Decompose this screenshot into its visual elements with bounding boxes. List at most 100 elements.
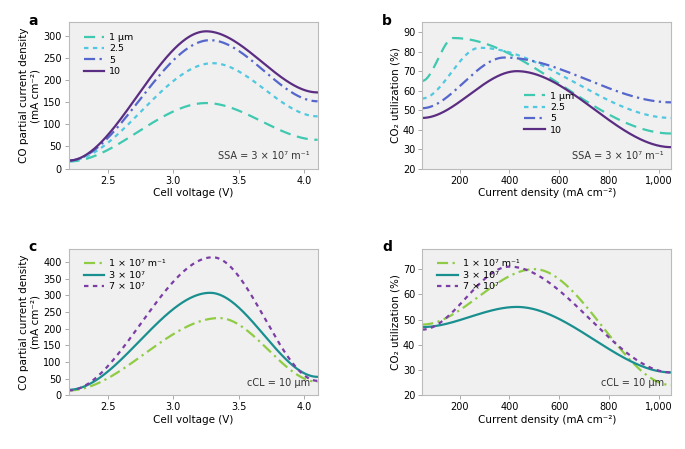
7 × 10⁷	[209, 255, 217, 260]
Line: 1 × 10⁷ m⁻¹: 1 × 10⁷ m⁻¹	[422, 269, 671, 385]
2.5	[629, 108, 637, 113]
1 μm	[267, 123, 275, 129]
2.5	[71, 157, 79, 163]
2.5	[421, 96, 429, 101]
1 μm	[419, 78, 427, 84]
1 μm	[465, 37, 473, 42]
2.5	[216, 62, 225, 67]
Y-axis label: CO₂ utilization (%): CO₂ utilization (%)	[390, 274, 400, 370]
7 × 10⁷	[422, 326, 430, 332]
3 × 10⁷	[423, 324, 431, 330]
3 × 10⁷	[418, 324, 426, 330]
7 × 10⁷	[600, 330, 608, 335]
Text: SSA = 3 × 10⁷ m⁻¹: SSA = 3 × 10⁷ m⁻¹	[572, 151, 664, 161]
10	[232, 39, 240, 44]
5	[71, 157, 79, 163]
5	[544, 62, 552, 68]
3 × 10⁷	[206, 290, 214, 295]
1 × 10⁷ m⁻¹	[640, 370, 648, 375]
7 × 10⁷	[667, 370, 675, 375]
1 × 10⁷ m⁻¹	[294, 372, 302, 378]
3 × 10⁷	[292, 365, 300, 371]
10	[64, 158, 73, 163]
1 μm	[438, 47, 447, 53]
1 × 10⁷ m⁻¹	[423, 321, 432, 327]
5	[269, 75, 277, 81]
Line: 3 × 10⁷: 3 × 10⁷	[422, 307, 671, 372]
5	[418, 106, 426, 111]
3 × 10⁷	[513, 304, 521, 310]
2.5	[292, 108, 301, 114]
3 × 10⁷	[234, 304, 242, 310]
X-axis label: Current density (mA cm⁻²): Current density (mA cm⁻²)	[477, 415, 616, 425]
10	[314, 90, 322, 95]
1 × 10⁷ m⁻¹	[418, 322, 426, 327]
7 × 10⁷	[64, 388, 73, 393]
10	[418, 115, 426, 121]
2.5	[587, 89, 595, 94]
1 × 10⁷ m⁻¹	[162, 336, 171, 341]
2.5	[525, 57, 534, 62]
2.5	[270, 94, 278, 99]
3 × 10⁷	[314, 374, 322, 379]
Line: 7 × 10⁷: 7 × 10⁷	[68, 257, 318, 391]
1 × 10⁷ m⁻¹	[223, 317, 231, 322]
3 × 10⁷	[269, 343, 277, 348]
10	[210, 30, 219, 35]
10	[553, 81, 562, 87]
Line: 5: 5	[422, 57, 671, 108]
1 × 10⁷ m⁻¹	[530, 266, 538, 272]
Text: SSA = 3 × 10⁷ m⁻¹: SSA = 3 × 10⁷ m⁻¹	[219, 151, 310, 161]
Text: a: a	[29, 13, 38, 28]
3 × 10⁷	[64, 387, 73, 392]
Legend: 1 × 10⁷ m⁻¹, 3 × 10⁷, 7 × 10⁷: 1 × 10⁷ m⁻¹, 3 × 10⁷, 7 × 10⁷	[81, 257, 169, 294]
1 μm	[449, 35, 458, 41]
X-axis label: Current density (mA cm⁻²): Current density (mA cm⁻²)	[477, 188, 616, 198]
2.5	[456, 59, 464, 65]
3 × 10⁷	[71, 387, 79, 392]
7 × 10⁷	[517, 265, 525, 271]
3 × 10⁷	[636, 363, 645, 368]
1 μm	[291, 133, 299, 139]
1 μm	[71, 158, 79, 164]
2.5	[667, 115, 675, 121]
3 × 10⁷	[667, 370, 675, 375]
Line: 10: 10	[422, 71, 671, 147]
1 × 10⁷ m⁻¹	[71, 387, 79, 393]
Line: 5: 5	[68, 40, 318, 161]
10	[479, 82, 488, 87]
X-axis label: Cell voltage (V): Cell voltage (V)	[153, 188, 233, 198]
7 × 10⁷	[292, 365, 301, 370]
1 μm	[667, 131, 675, 136]
2.5	[158, 88, 166, 93]
1 μm	[64, 159, 73, 164]
1 × 10⁷ m⁻¹	[667, 383, 675, 388]
Text: d: d	[382, 240, 393, 254]
10	[636, 136, 645, 142]
5	[422, 105, 430, 110]
X-axis label: Cell voltage (V): Cell voltage (V)	[153, 415, 233, 425]
1 × 10⁷ m⁻¹	[491, 282, 499, 287]
1 μm	[210, 101, 219, 106]
5	[314, 99, 322, 104]
3 × 10⁷	[524, 305, 532, 311]
Line: 2.5: 2.5	[422, 48, 671, 118]
3 × 10⁷	[157, 317, 165, 323]
10	[423, 115, 431, 120]
5	[64, 158, 73, 163]
2.5	[314, 114, 322, 119]
2.5	[209, 61, 217, 66]
10	[202, 29, 210, 34]
Y-axis label: CO partial current density
(mA cm⁻²): CO partial current density (mA cm⁻²)	[18, 254, 40, 390]
Text: c: c	[29, 240, 37, 254]
7 × 10⁷	[314, 378, 322, 383]
1 μm	[202, 101, 210, 106]
1 × 10⁷ m⁻¹	[610, 339, 619, 344]
7 × 10⁷	[418, 327, 426, 332]
10	[524, 70, 532, 75]
Line: 2.5: 2.5	[68, 63, 318, 161]
7 × 10⁷	[634, 359, 643, 364]
Text: b: b	[382, 13, 393, 28]
1 μm	[232, 106, 240, 112]
10	[291, 84, 299, 89]
